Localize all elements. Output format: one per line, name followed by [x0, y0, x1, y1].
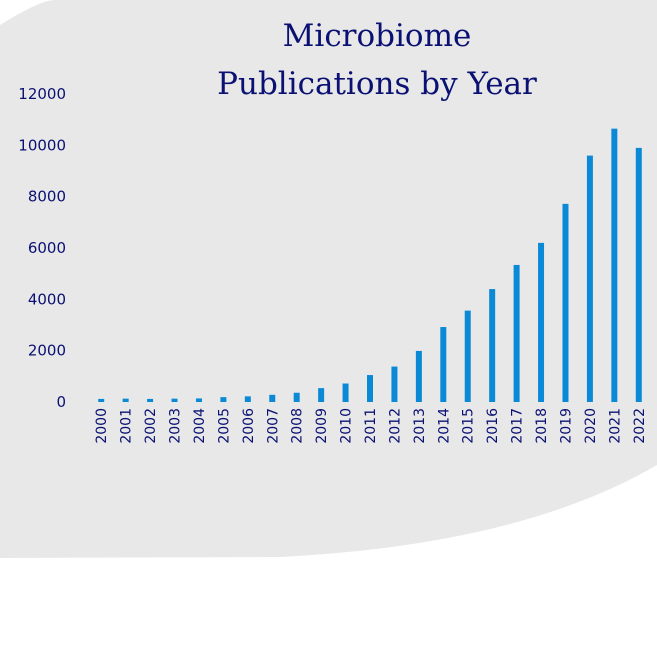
x-tick-label: 2014	[436, 408, 452, 444]
bar-2008	[293, 392, 300, 402]
x-tick-label: 2020	[583, 408, 599, 444]
x-tick-label: 2003	[168, 408, 184, 444]
x-tick-label: 2010	[339, 408, 355, 444]
chart-title-line-1: Microbiome	[282, 18, 472, 54]
bar-2022	[635, 147, 642, 402]
bar-2014	[440, 327, 447, 402]
x-tick-label: 2000	[94, 408, 110, 444]
background-blob	[0, 0, 657, 558]
x-tick-label: 2009	[314, 408, 330, 444]
chart-title-line-2: Publications by Year	[217, 66, 537, 102]
x-tick-label: 2005	[216, 408, 232, 444]
x-tick-label: 2015	[461, 408, 477, 444]
y-tick-label: 12000	[18, 85, 66, 103]
y-tick-label: 10000	[18, 136, 66, 154]
x-tick-label: 2022	[632, 408, 648, 444]
chart-title: Microbiome Publications by Year	[170, 12, 584, 108]
bar-2001	[122, 398, 129, 402]
x-axis-ticks: 2000 2001 2002 2003 2004 2005 2006 2007 2008 2009…	[94, 408, 648, 444]
y-tick-label: 8000	[28, 188, 66, 206]
bar-2007	[269, 394, 276, 402]
bar-2017	[513, 264, 520, 402]
bar-2006	[244, 396, 251, 402]
bar-2015	[464, 310, 471, 402]
y-tick-label: 2000	[28, 342, 66, 360]
bar-2018	[538, 242, 545, 402]
y-axis-ticks: 0 2000 4000 6000 8000 10000 12000	[18, 85, 66, 411]
x-tick-label: 2007	[265, 408, 281, 444]
x-tick-label: 2004	[192, 408, 208, 444]
y-tick-label: 4000	[28, 290, 66, 308]
x-tick-label: 2012	[387, 408, 403, 444]
bar-2012	[391, 366, 398, 402]
x-tick-label: 2017	[510, 408, 526, 444]
x-tick-label: 2001	[119, 408, 135, 444]
x-tick-label: 2021	[607, 408, 623, 444]
x-tick-label: 2019	[558, 408, 574, 444]
bar-2020	[586, 155, 593, 402]
x-tick-label: 2006	[241, 408, 257, 444]
x-tick-label: 2002	[143, 408, 159, 444]
x-tick-label: 2016	[485, 408, 501, 444]
x-tick-label: 2008	[290, 408, 306, 444]
x-tick-label: 2013	[412, 408, 428, 444]
bar-2003	[171, 398, 178, 402]
bar-2016	[489, 289, 496, 402]
bar-2010	[342, 383, 349, 402]
x-tick-label: 2018	[534, 408, 550, 444]
bar-2005	[220, 397, 227, 402]
bar-2002	[147, 398, 154, 402]
bar-2011	[367, 375, 373, 402]
bar-2021	[611, 128, 618, 402]
y-tick-label: 0	[56, 393, 66, 411]
bar-2019	[562, 203, 569, 402]
bar-2009	[318, 388, 325, 402]
x-tick-label: 2011	[363, 408, 379, 444]
bar-2013	[415, 350, 422, 402]
bar-2000	[98, 398, 105, 402]
y-tick-label: 6000	[28, 239, 66, 257]
bar-2004	[195, 398, 202, 402]
bars	[98, 128, 642, 402]
